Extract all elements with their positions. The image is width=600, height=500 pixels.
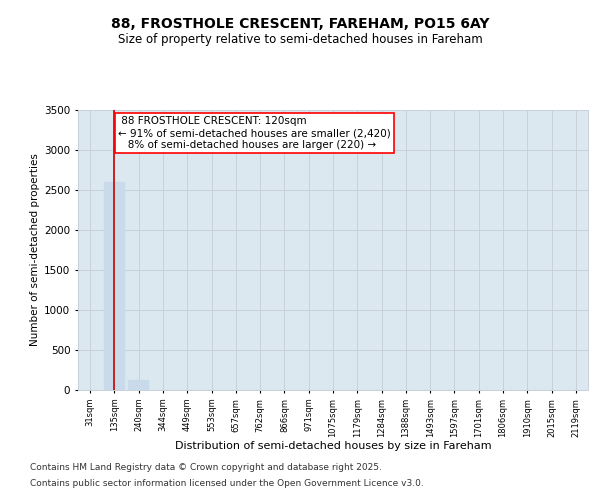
- Text: Contains HM Land Registry data © Crown copyright and database right 2025.: Contains HM Land Registry data © Crown c…: [30, 464, 382, 472]
- Text: 88, FROSTHOLE CRESCENT, FAREHAM, PO15 6AY: 88, FROSTHOLE CRESCENT, FAREHAM, PO15 6A…: [111, 18, 489, 32]
- X-axis label: Distribution of semi-detached houses by size in Fareham: Distribution of semi-detached houses by …: [175, 441, 491, 451]
- Text: 88 FROSTHOLE CRESCENT: 120sqm
← 91% of semi-detached houses are smaller (2,420)
: 88 FROSTHOLE CRESCENT: 120sqm ← 91% of s…: [118, 116, 391, 150]
- Text: Contains public sector information licensed under the Open Government Licence v3: Contains public sector information licen…: [30, 478, 424, 488]
- Bar: [104, 182, 125, 390]
- Text: Size of property relative to semi-detached houses in Fareham: Size of property relative to semi-detach…: [118, 32, 482, 46]
- Bar: [128, 380, 149, 390]
- Y-axis label: Number of semi-detached properties: Number of semi-detached properties: [30, 154, 40, 346]
